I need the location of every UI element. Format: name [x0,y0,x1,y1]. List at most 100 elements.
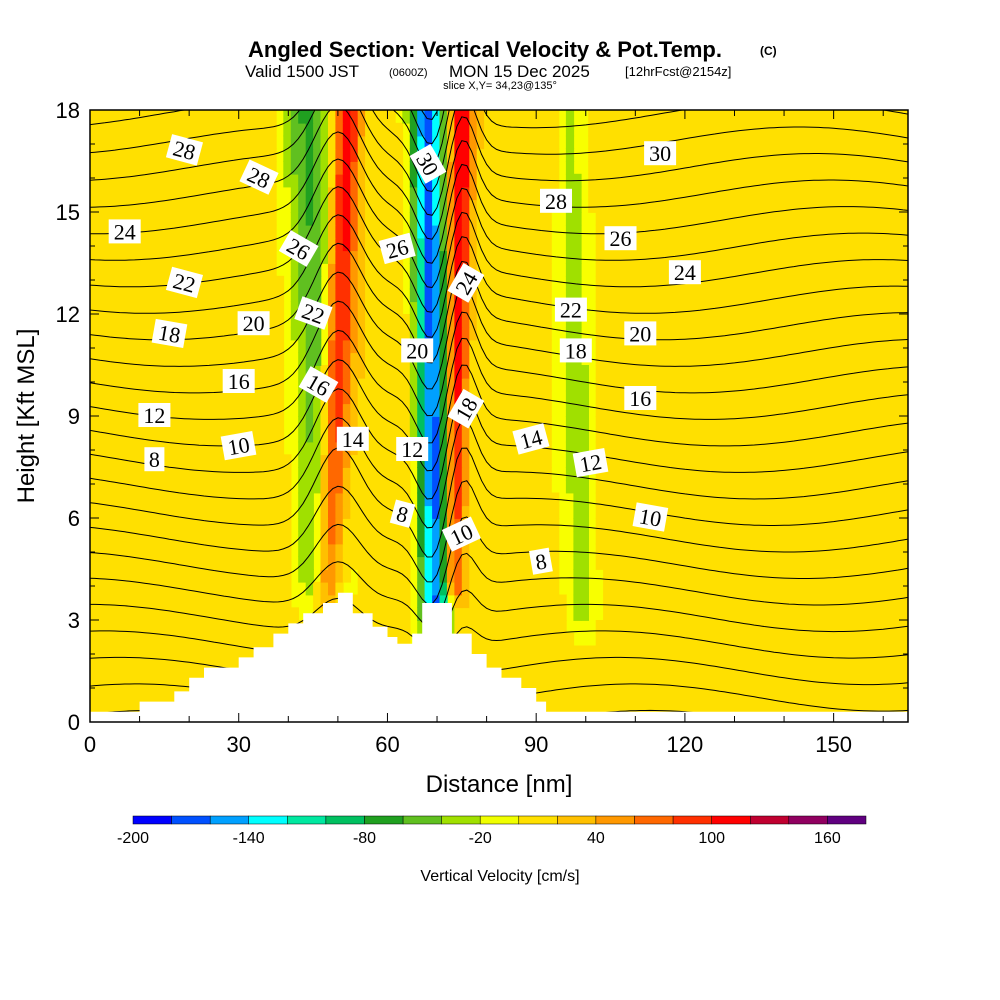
velocity-cell [647,479,656,494]
velocity-cell [253,607,262,621]
velocity-cell [565,696,575,711]
velocity-cell [766,645,775,660]
velocity-cell [632,237,642,252]
velocity-cell [476,135,485,150]
velocity-cell [670,250,679,264]
velocity-cell [573,186,582,201]
velocity-cell [618,314,627,328]
velocity-cell [610,390,619,405]
velocity-cell [744,556,753,570]
velocity-cell [365,148,374,162]
velocity-cell [164,110,173,124]
velocity-cell [818,135,827,150]
velocity-cell [789,263,798,277]
velocity-cell [826,352,835,366]
velocity-cell [97,250,106,264]
velocity-cell [855,658,865,672]
velocity-cell [156,543,166,558]
velocity-cell [268,428,277,443]
velocity-cell [737,454,746,468]
velocity-cell [446,250,456,264]
velocity-cell [387,148,396,162]
velocity-cell [833,237,842,252]
velocity-cell [246,416,255,430]
velocity-cell [692,237,701,252]
velocity-cell [551,658,560,672]
velocity-cell [119,237,128,252]
velocity-cell [855,632,865,647]
velocity-cell [402,110,411,124]
velocity-cell [826,492,835,507]
velocity-cell [246,556,255,570]
velocity-cell [789,645,798,660]
velocity-cell [209,479,218,494]
velocity-cell [513,365,523,379]
velocity-cell [409,161,418,175]
velocity-cell [900,148,908,162]
velocity-cell [335,581,344,596]
velocity-cell [461,581,470,596]
velocity-cell [194,645,203,660]
velocity-cell [149,122,158,137]
velocity-cell [387,263,396,277]
velocity-cell [320,543,329,558]
velocity-cell [209,607,218,621]
velocity-cell [870,339,879,354]
velocity-cell [781,556,790,570]
velocity-cell [127,173,136,188]
velocity-cell [662,543,671,558]
velocity-cell [714,543,723,558]
velocity-cell [603,492,612,507]
velocity-cell [670,479,679,494]
velocity-cell [164,620,173,634]
velocity-cell [194,428,203,443]
velocity-cell [707,620,716,634]
velocity-cell [595,110,604,124]
velocity-cell [714,288,723,303]
velocity-cell [625,696,634,711]
velocity-cell [662,301,671,315]
velocity-cell [461,569,470,583]
velocity-cell [833,645,842,660]
velocity-cell [491,237,500,252]
velocity-cell [841,135,850,150]
velocity-cell [342,543,351,558]
velocity-cell [372,403,381,417]
velocity-cell [194,658,203,672]
velocity-cell [156,377,166,392]
velocity-cell [521,314,530,328]
velocity-cell [506,569,515,583]
velocity-cell [127,658,136,672]
velocity-cell [469,288,478,303]
velocity-cell [231,288,240,303]
velocity-cell [618,658,627,672]
velocity-cell [900,632,908,647]
velocity-cell [677,581,686,596]
velocity-cell [372,173,381,188]
velocity-cell [684,454,694,468]
velocity-cell [543,683,552,698]
velocity-cell [841,454,850,468]
velocity-cell [699,543,708,558]
velocity-cell [573,594,582,609]
velocity-cell [209,645,218,660]
velocity-cell [223,454,233,468]
velocity-cell [722,441,731,456]
velocity-cell [699,518,708,532]
velocity-cell [744,326,753,341]
velocity-cell [744,416,753,430]
velocity-cell [454,479,463,494]
velocity-cell [119,161,128,175]
velocity-cell [380,505,389,519]
velocity-cell [112,671,121,685]
velocity-cell [476,110,485,124]
velocity-cell [432,301,441,315]
velocity-cell [893,645,902,660]
velocity-cell [491,352,500,366]
velocity-cell [432,581,441,596]
velocity-cell [149,288,158,303]
velocity-cell [112,518,121,532]
velocity-cell [618,288,627,303]
velocity-cell [647,352,656,366]
velocity-cell [692,377,701,392]
